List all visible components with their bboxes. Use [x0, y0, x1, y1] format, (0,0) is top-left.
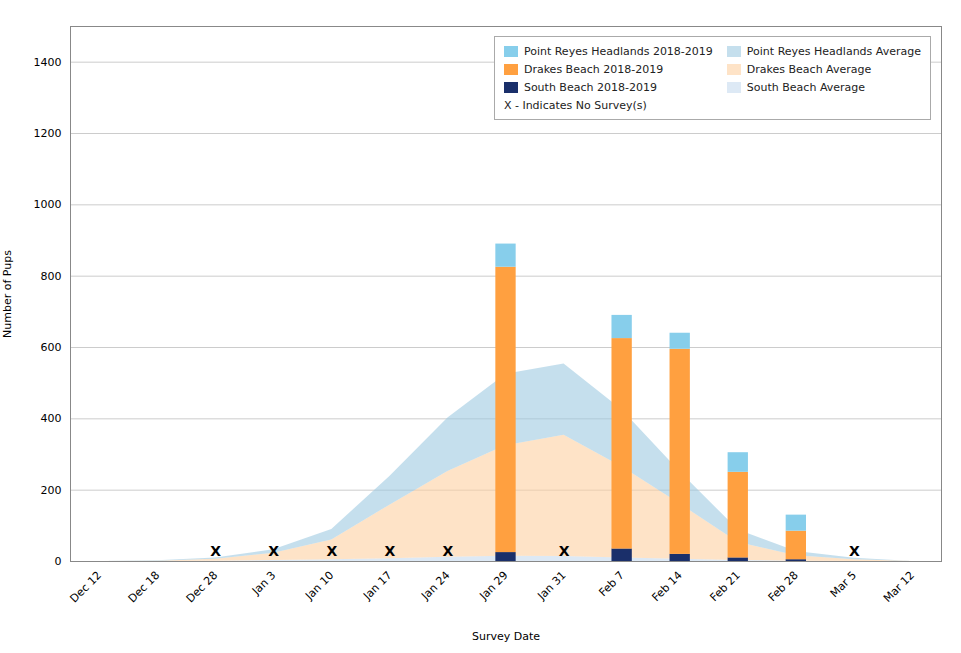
svg-text:Jan 31: Jan 31: [534, 569, 568, 603]
svg-text:X: X: [849, 543, 860, 559]
svg-text:Survey Date: Survey Date: [472, 630, 540, 643]
svg-text:1400: 1400: [34, 56, 62, 69]
svg-text:Dec 28: Dec 28: [184, 569, 221, 606]
svg-text:Dec 18: Dec 18: [126, 569, 163, 606]
svg-text:400: 400: [41, 412, 62, 425]
svg-text:X: X: [384, 543, 395, 559]
html-text:South Beach Average: South Beach Average: [746, 80, 866, 94]
svg-text:0: 0: [55, 555, 62, 568]
svg-text:800: 800: [41, 270, 62, 283]
svg-text:Feb 7: Feb 7: [596, 569, 626, 599]
svg-text:X: X: [210, 543, 221, 559]
html-text:Drakes Beach 2018-2019: Drakes Beach 2018-2019: [523, 62, 664, 76]
html-text:Point Reyes Headlands 2018-201: Point Reyes Headlands 2018-2019: [523, 44, 713, 58]
svg-text:X: X: [268, 543, 279, 559]
svg-text:Jan 10: Jan 10: [302, 569, 336, 603]
html-text:Point Reyes Headlands Average: Point Reyes Headlands Average: [746, 44, 921, 58]
svg-text:Feb 21: Feb 21: [708, 569, 743, 604]
svg-text:Number of Pups: Number of Pups: [1, 250, 14, 338]
svg-text:Jan 17: Jan 17: [360, 569, 394, 603]
svg-text:1000: 1000: [34, 198, 62, 211]
svg-text:Feb 28: Feb 28: [766, 569, 801, 604]
svg-text:X: X: [326, 543, 337, 559]
svg-text:600: 600: [41, 341, 62, 354]
html-text:South Beach 2018-2019: South Beach 2018-2019: [523, 80, 657, 94]
svg-text:Jan 29: Jan 29: [476, 569, 510, 603]
svg-text:Dec 12: Dec 12: [68, 569, 105, 606]
html-text:Drakes Beach Average: Drakes Beach Average: [746, 62, 872, 76]
svg-text:X: X: [443, 543, 454, 559]
html-text:X - Indicates No Survey(s): X - Indicates No Survey(s): [503, 98, 647, 112]
svg-text:200: 200: [41, 484, 62, 497]
svg-text:Jan 24: Jan 24: [418, 569, 452, 603]
svg-text:Feb 14: Feb 14: [649, 569, 684, 604]
svg-text:Mar 5: Mar 5: [828, 569, 859, 600]
svg-text:X: X: [559, 543, 570, 559]
svg-text:Mar 12: Mar 12: [881, 569, 917, 605]
svg-text:Jan 3: Jan 3: [249, 569, 278, 598]
svg-text:1200: 1200: [34, 127, 62, 140]
